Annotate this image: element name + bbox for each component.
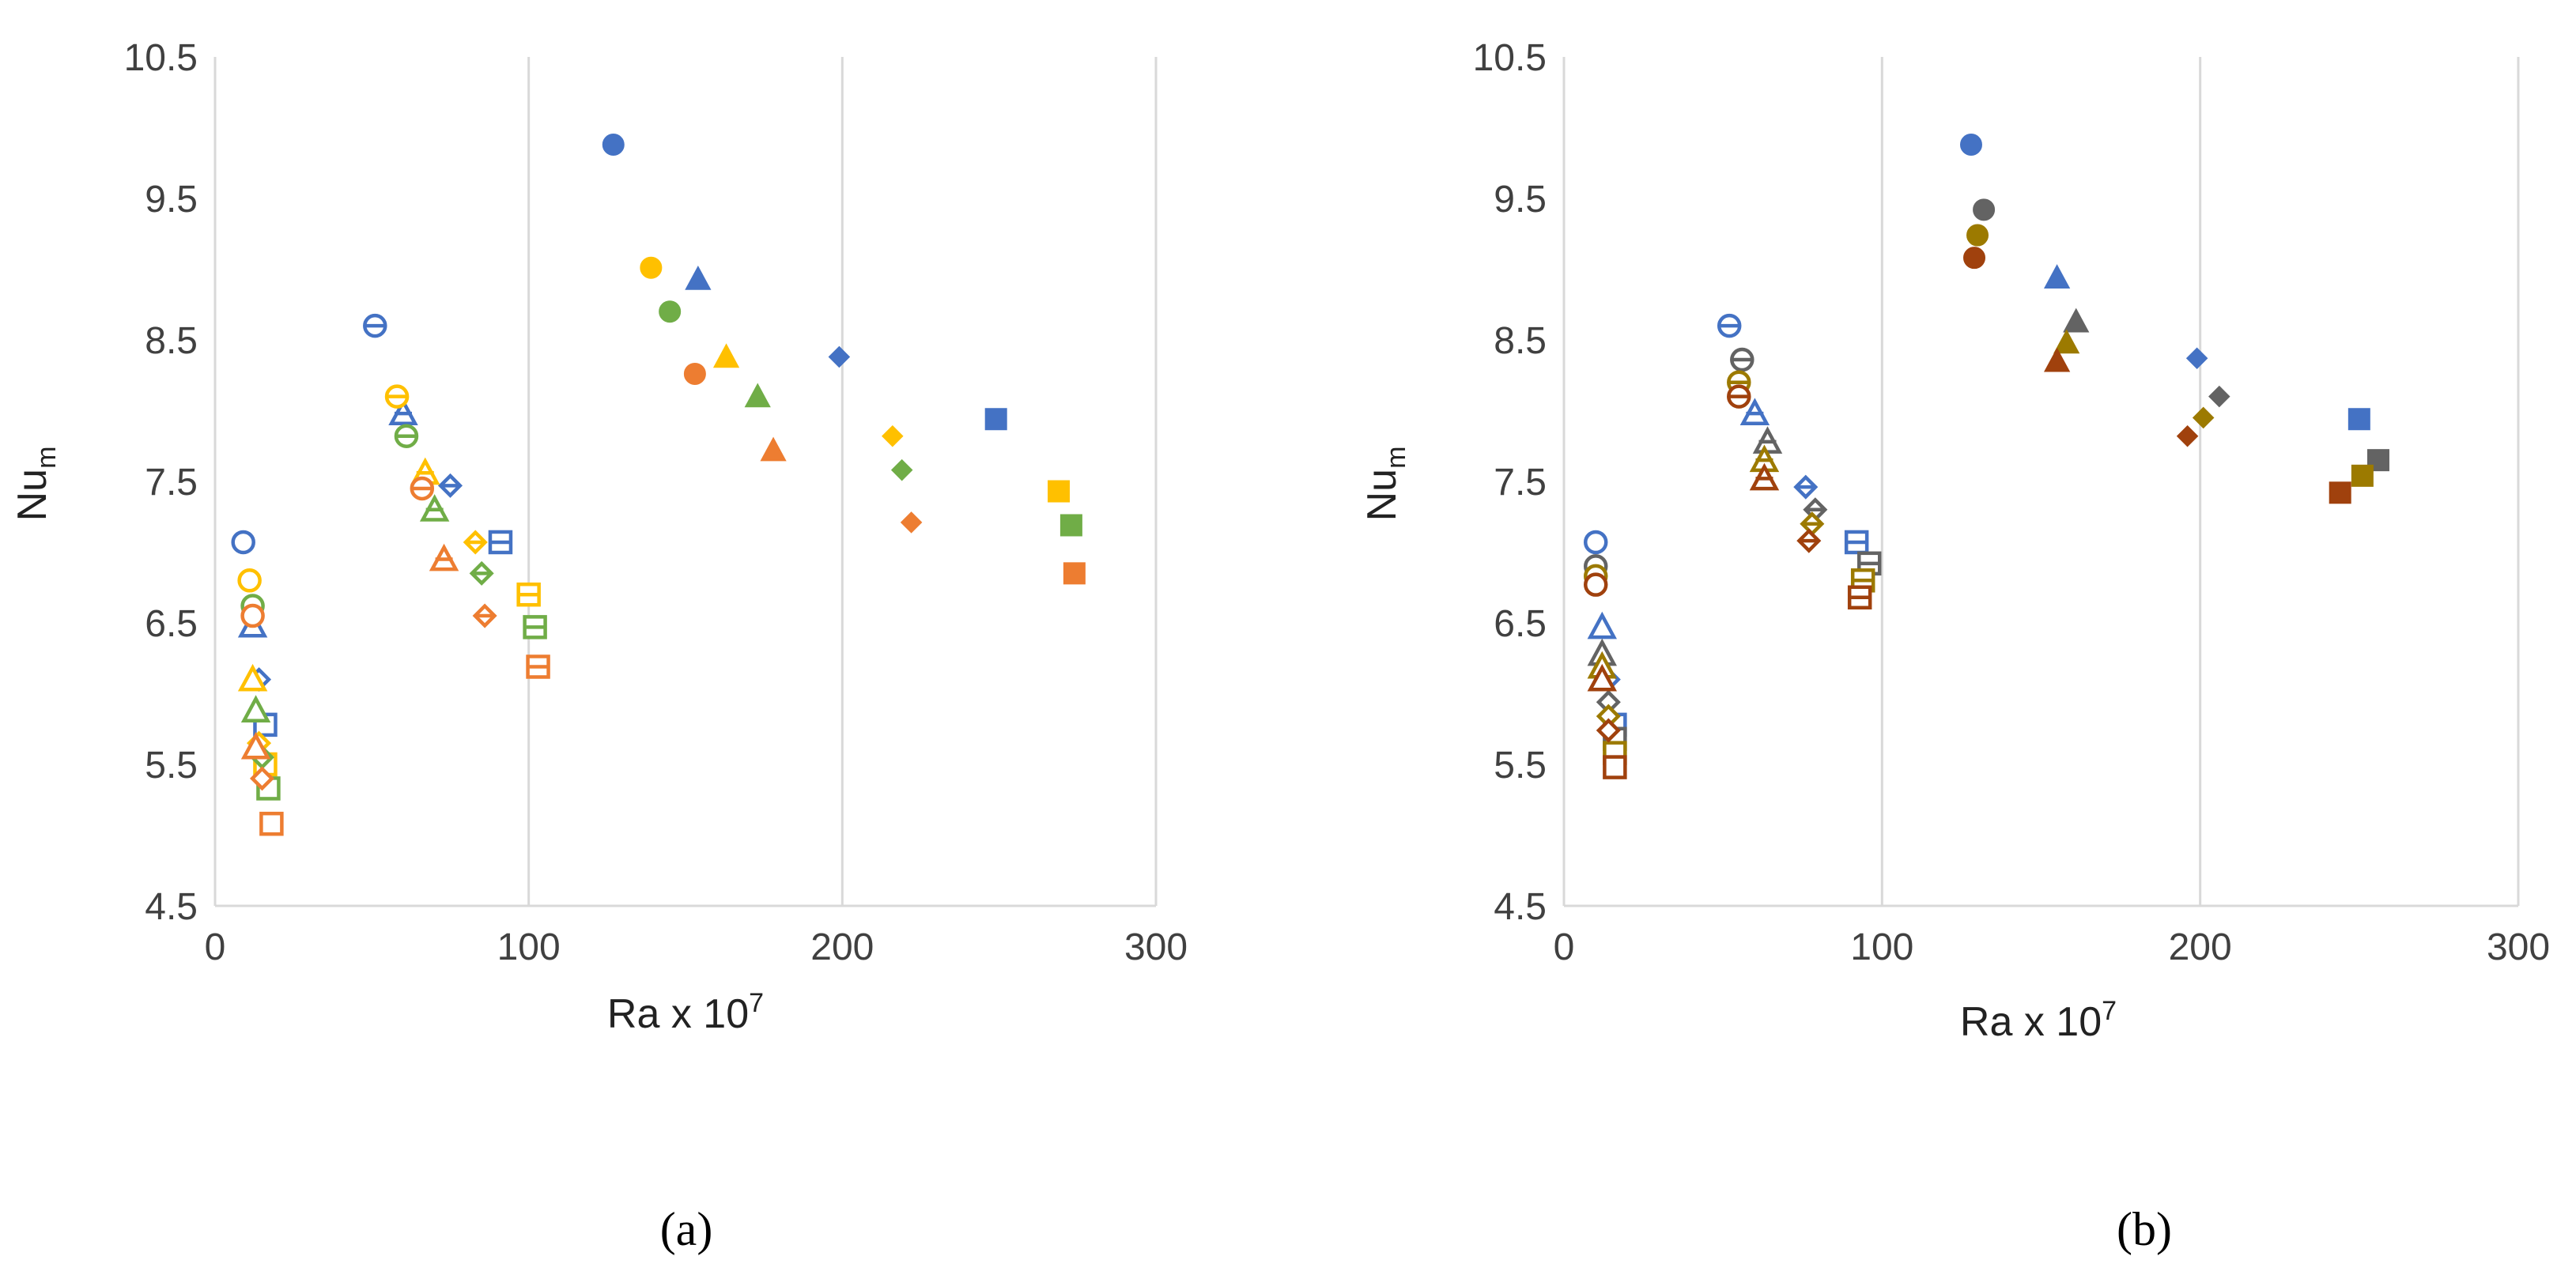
x-tick-label: 0: [205, 926, 226, 968]
data-point-circle: [602, 133, 625, 156]
data-point-diamond: [249, 766, 275, 791]
panel-label: (a): [660, 1203, 713, 1255]
y-tick-label: 5.5: [1494, 745, 1547, 787]
data-point-diamond: [882, 424, 904, 447]
data-point-diamond: [2185, 347, 2208, 370]
data-point-triangle: [685, 265, 712, 290]
panel-label: (b): [2117, 1203, 2172, 1255]
y-tick-label: 4.5: [145, 886, 198, 928]
data-point-circle: [240, 603, 265, 628]
data-point-diamond: [2176, 424, 2199, 447]
data-point-square: [2351, 464, 2374, 487]
data-point-diamond: [890, 458, 913, 481]
data-point-circle: [659, 300, 682, 323]
y-tick-label: 9.5: [1494, 179, 1547, 221]
data-point-triangle: [2043, 264, 2071, 289]
y-tick-label: 6.5: [145, 603, 198, 645]
data-point-circle: [1973, 198, 1996, 221]
y-axis-title: Num: [9, 447, 62, 522]
data-point-triangle: [712, 343, 740, 368]
data-point-triangle: [744, 383, 771, 408]
data-point-diamond: [2208, 385, 2230, 408]
data-point-circle: [640, 256, 663, 279]
data-point-triangle: [240, 695, 271, 722]
data-point-triangle: [1587, 611, 1618, 639]
data-point-square: [1059, 514, 1082, 537]
data-point-square: [2329, 481, 2351, 504]
data-point-circle: [1966, 224, 1989, 247]
data-point-triangle: [2053, 329, 2080, 354]
y-tick-label: 10.5: [124, 37, 198, 79]
x-tick-label: 100: [1850, 926, 1913, 968]
y-tick-label: 5.5: [145, 745, 198, 787]
y-tick-label: 4.5: [1494, 886, 1547, 928]
y-tick-label: 7.5: [1494, 462, 1547, 504]
data-point-circle: [231, 530, 255, 555]
data-point-circle: [1583, 572, 1608, 597]
data-point-square: [259, 811, 284, 836]
data-point-square: [1063, 562, 1086, 585]
y-tick-label: 8.5: [1494, 320, 1547, 362]
y-tick-label: 10.5: [1473, 37, 1547, 79]
x-tick-label: 100: [497, 926, 561, 968]
data-point-triangle: [2043, 347, 2071, 372]
data-point-circle: [1583, 530, 1608, 555]
data-point-circle: [683, 362, 706, 385]
chart-panel-b: 0 100 200 300 4.5 5.5 6.5 7.5 8.5 9.5 10.5 Ra x 107…: [1359, 37, 2550, 1255]
x-tick-label: 200: [2169, 926, 2232, 968]
data-point-triangle: [237, 663, 268, 692]
data-point-triangle: [760, 436, 787, 462]
data-point-triangle: [1587, 663, 1618, 692]
y-axis-title: Num: [1359, 447, 1411, 522]
data-point-triangle: [240, 731, 271, 760]
y-tick-label: 7.5: [145, 462, 198, 504]
data-point-circle: [237, 568, 262, 593]
x-tick-label: 300: [1124, 926, 1188, 968]
x-tick-label: 200: [810, 926, 874, 968]
data-point-diamond: [2192, 406, 2215, 429]
x-tick-label: 300: [2487, 926, 2550, 968]
data-point-circle: [1963, 247, 1986, 270]
data-point-square: [2347, 408, 2370, 431]
x-tick-label: 0: [1554, 926, 1575, 968]
y-tick-label: 9.5: [145, 179, 198, 221]
chart-panel-a: 0 100 200 300 4.5 5.5 6.5 7.5 8.5 9.5 10.5 Ra x 107…: [9, 37, 1188, 1255]
data-point-square: [1048, 480, 1071, 503]
data-point-circle: [1959, 133, 1982, 156]
data-point-diamond: [900, 511, 923, 534]
data-point-diamond: [828, 345, 851, 368]
x-axis-title: Ra x 107: [607, 988, 764, 1037]
x-axis-title: Ra x 107: [1960, 996, 2117, 1045]
y-tick-label: 6.5: [1494, 603, 1547, 645]
data-point-diamond: [1596, 718, 1621, 743]
y-tick-label: 8.5: [145, 320, 198, 362]
data-point-square: [1603, 755, 1627, 779]
data-point-square: [984, 408, 1007, 431]
data-point-triangle: [2063, 307, 2090, 333]
